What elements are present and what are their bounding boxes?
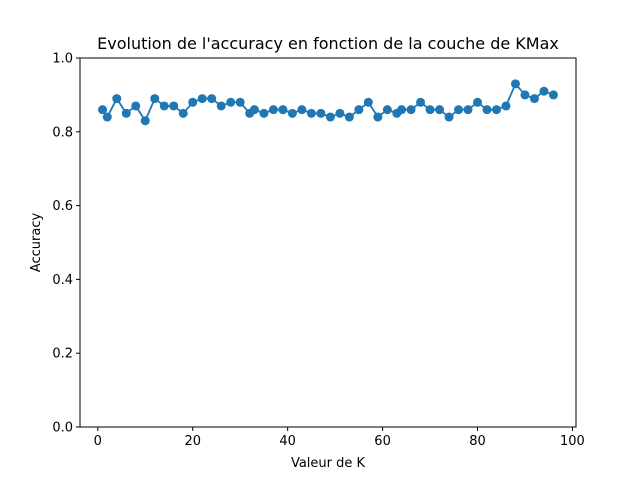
data-point: [98, 105, 108, 115]
axes-frame: [79, 57, 577, 428]
data-point: [140, 116, 150, 126]
data-point: [235, 97, 245, 107]
x-tick-label: 40: [279, 434, 296, 449]
y-tick-label: 1.0: [52, 52, 73, 67]
data-point: [131, 101, 141, 111]
data-point: [325, 112, 335, 122]
y-tick-label: 0.8: [52, 125, 73, 140]
data-point: [463, 105, 473, 115]
data-point: [406, 105, 416, 115]
data-point: [278, 105, 288, 115]
data-point: [335, 108, 345, 118]
data-point: [539, 86, 549, 96]
data-point: [287, 108, 297, 118]
data-point: [354, 105, 364, 115]
y-tick-label: 0.4: [52, 273, 73, 288]
data-point: [216, 101, 226, 111]
data-point: [188, 97, 198, 107]
data-point: [112, 94, 122, 104]
data-point: [259, 108, 269, 118]
y-tick-label: 0.6: [52, 199, 73, 214]
data-point: [382, 105, 392, 115]
data-point: [197, 94, 207, 104]
data-point: [150, 94, 160, 104]
data-point: [397, 105, 407, 115]
data-point: [492, 105, 501, 115]
data-point: [444, 112, 454, 122]
data-point: [344, 112, 354, 122]
data-point: [249, 105, 259, 115]
data-point: [178, 108, 188, 118]
data-point: [501, 101, 511, 111]
y-tick-label: 0.0: [52, 421, 73, 436]
x-tick-label: 20: [184, 434, 201, 449]
data-point: [226, 97, 236, 107]
data-point: [159, 101, 169, 111]
y-axis: 0.0 0.2 0.4 0.6 0.8 1.0: [52, 52, 80, 436]
chart-title: Evolution de l'accuracy en fonction de l…: [97, 34, 559, 53]
data-point: [102, 112, 112, 122]
data-point: [297, 105, 307, 115]
x-tick-label: 100: [560, 434, 585, 449]
data-point: [548, 90, 558, 100]
data-point: [363, 97, 373, 107]
x-axis-label: Valeur de K: [291, 456, 366, 471]
data-point: [121, 108, 131, 118]
data-point: [416, 97, 426, 107]
data-point: [435, 105, 445, 115]
data-point: [373, 112, 383, 122]
data-point: [425, 105, 435, 115]
data-point: [482, 105, 492, 115]
y-axis-label: Accuracy: [29, 213, 44, 273]
plot-area: [98, 79, 558, 126]
data-point: [520, 90, 530, 100]
data-point: [454, 105, 464, 115]
data-point: [473, 97, 483, 107]
x-tick-label: 80: [469, 434, 486, 449]
y-tick-label: 0.2: [52, 347, 73, 362]
data-point: [306, 108, 316, 118]
data-point: [316, 108, 326, 118]
data-point: [510, 79, 520, 89]
data-point: [169, 101, 179, 111]
data-point: [207, 94, 217, 104]
x-tick-label: 0: [94, 434, 102, 449]
data-point: [529, 94, 539, 104]
x-tick-label: 60: [374, 434, 391, 449]
data-point: [268, 105, 278, 115]
x-axis: 0 20 40 60 80 100: [94, 427, 585, 449]
